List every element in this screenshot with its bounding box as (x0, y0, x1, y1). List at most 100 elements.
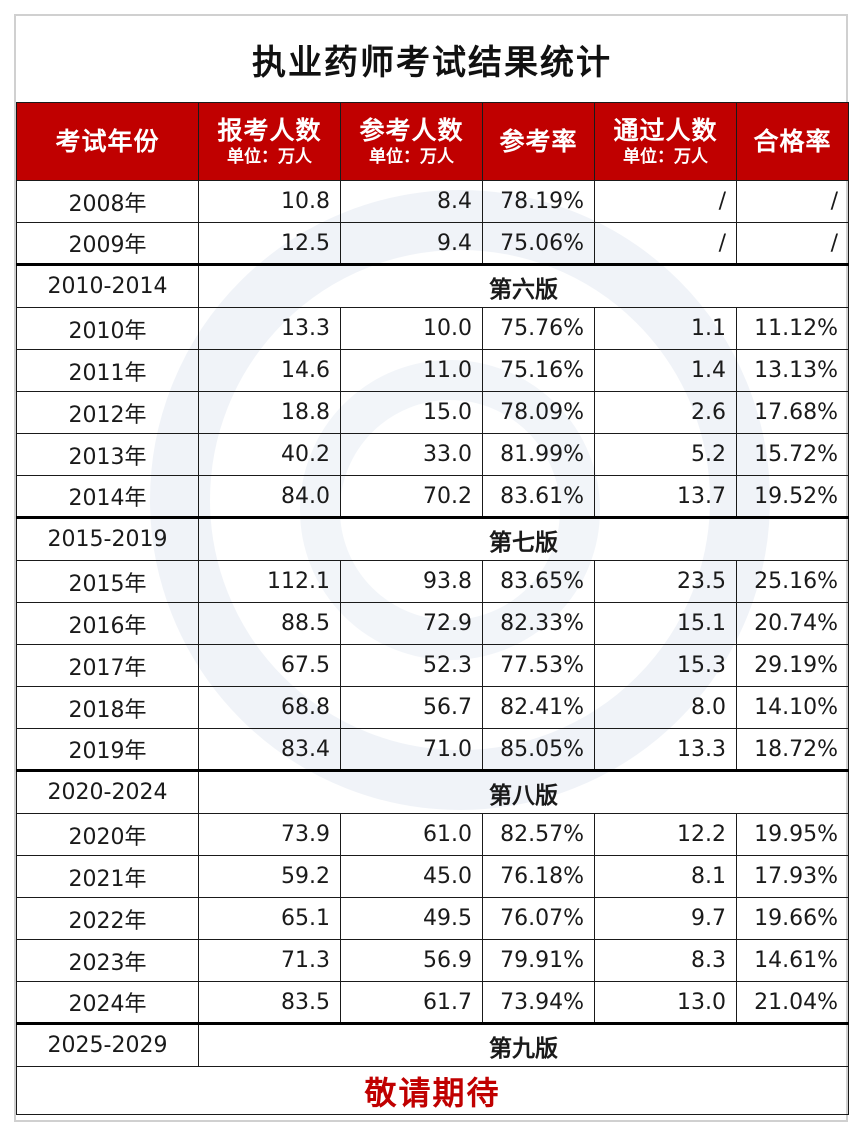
exam-results-table: 考试年份 报考人数 单位：万人 参考人数 单位：万人 参考率 通过人数 单位：万人 合格率 20… (16, 102, 849, 1115)
cell-registered: 12.5 (198, 222, 341, 265)
edition-row: 2025-2029 第九版 (16, 1022, 849, 1067)
cell-passed: 8.1 (594, 855, 737, 898)
cell-registered: 68.8 (198, 686, 341, 729)
table-row: 2021年 59.2 45.0 76.18% 8.1 17.93% (16, 855, 849, 898)
header-participation-rate: 参考率 (482, 102, 595, 181)
table-row: 2018年 68.8 56.7 82.41% 8.0 14.10% (16, 686, 849, 729)
cell-participation-rate: 77.53% (482, 644, 595, 687)
cell-pass-rate: 21.04% (736, 981, 849, 1024)
cell-passed: 5.2 (594, 433, 737, 476)
header-exam-year: 考试年份 (16, 102, 199, 181)
cell-passed: 15.3 (594, 644, 737, 687)
cell-pass-rate: 17.68% (736, 391, 849, 434)
header-passed-label: 通过人数 (613, 115, 718, 145)
cell-participated: 15.0 (340, 391, 483, 434)
table-row: 2012年 18.8 15.0 78.09% 2.6 17.68% (16, 391, 849, 434)
edition-name: 第八版 (198, 769, 849, 814)
cell-pass-rate: 14.61% (736, 939, 849, 982)
cell-participation-rate: 75.76% (482, 307, 595, 350)
edition-name: 第七版 (198, 516, 849, 561)
cell-participated: 71.0 (340, 728, 483, 771)
cell-passed: 12.2 (594, 813, 737, 856)
cell-registered: 14.6 (198, 349, 341, 392)
cell-participation-rate: 82.41% (482, 686, 595, 729)
cell-pass-rate: 11.12% (736, 307, 849, 350)
edition-name: 第九版 (198, 1022, 849, 1067)
cell-pass-rate: / (736, 222, 849, 265)
cell-passed: 13.3 (594, 728, 737, 771)
cell-registered: 73.9 (198, 813, 341, 856)
cell-year: 2010年 (16, 307, 199, 350)
page-title: 执业药师考试结果统计 (252, 42, 612, 83)
edition-row: 2010-2014 第六版 (16, 263, 849, 308)
cell-participated: 8.4 (340, 180, 483, 223)
cell-registered: 83.5 (198, 981, 341, 1024)
cell-participated: 61.7 (340, 981, 483, 1024)
cell-pass-rate: 25.16% (736, 560, 849, 603)
cell-year: 2016年 (16, 602, 199, 645)
cell-year: 2008年 (16, 180, 199, 223)
header-pass-rate-label: 合格率 (753, 126, 832, 156)
cell-passed: 15.1 (594, 602, 737, 645)
table-header: 考试年份 报考人数 单位：万人 参考人数 单位：万人 参考率 通过人数 单位：万人 合格率 (16, 102, 849, 181)
cell-participation-rate: 83.65% (482, 560, 595, 603)
table-row: 2009年 12.5 9.4 75.06% / / (16, 222, 849, 265)
edition-name: 第六版 (198, 263, 849, 308)
cell-participation-rate: 73.94% (482, 981, 595, 1024)
cell-participated: 33.0 (340, 433, 483, 476)
cell-participation-rate: 76.18% (482, 855, 595, 898)
cell-pass-rate: 18.72% (736, 728, 849, 771)
cell-registered: 65.1 (198, 897, 341, 940)
cell-year: 2022年 (16, 897, 199, 940)
cell-participated: 49.5 (340, 897, 483, 940)
table-row: 2017年 67.5 52.3 77.53% 15.3 29.19% (16, 644, 849, 687)
cell-participation-rate: 78.19% (482, 180, 595, 223)
cell-pass-rate: 15.72% (736, 433, 849, 476)
table-row: 2019年 83.4 71.0 85.05% 13.3 18.72% (16, 728, 849, 771)
cell-pass-rate: 13.13% (736, 349, 849, 392)
edition-row: 2015-2019 第七版 (16, 516, 849, 561)
table-row: 2014年 84.0 70.2 83.61% 13.7 19.52% (16, 475, 849, 518)
cell-year: 2011年 (16, 349, 199, 392)
cell-participation-rate: 76.07% (482, 897, 595, 940)
cell-participated: 70.2 (340, 475, 483, 518)
cell-participated: 56.7 (340, 686, 483, 729)
table-row: 2024年 83.5 61.7 73.94% 13.0 21.04% (16, 981, 849, 1024)
cell-pass-rate: / (736, 180, 849, 223)
cell-participation-rate: 82.33% (482, 602, 595, 645)
cell-participation-rate: 75.06% (482, 222, 595, 265)
cell-pass-rate: 14.10% (736, 686, 849, 729)
cell-registered: 13.3 (198, 307, 341, 350)
edition-year-range: 2015-2019 (16, 516, 199, 561)
table-row: 2013年 40.2 33.0 81.99% 5.2 15.72% (16, 433, 849, 476)
coming-soon-text: 敬请期待 (16, 1066, 849, 1115)
cell-year: 2021年 (16, 855, 199, 898)
header-exam-year-label: 考试年份 (55, 126, 160, 156)
cell-registered: 88.5 (198, 602, 341, 645)
cell-year: 2018年 (16, 686, 199, 729)
cell-registered: 10.8 (198, 180, 341, 223)
header-participation-rate-label: 参考率 (499, 126, 578, 156)
cell-registered: 71.3 (198, 939, 341, 982)
cell-passed: 13.7 (594, 475, 737, 518)
cell-participated: 61.0 (340, 813, 483, 856)
cell-registered: 83.4 (198, 728, 341, 771)
header-passed-unit: 单位：万人 (623, 146, 708, 167)
table-row: 2016年 88.5 72.9 82.33% 15.1 20.74% (16, 602, 849, 645)
header-registered-label: 报考人数 (217, 115, 322, 145)
cell-year: 2012年 (16, 391, 199, 434)
cell-pass-rate: 20.74% (736, 602, 849, 645)
table-body: 2008年 10.8 8.4 78.19% //2009年 12.5 9.4 75.06% / /… (16, 180, 849, 1115)
cell-participated: 10.0 (340, 307, 483, 350)
cell-pass-rate: 19.66% (736, 897, 849, 940)
cell-year: 2013年 (16, 433, 199, 476)
edition-row: 2020-2024 第八版 (16, 769, 849, 814)
cell-registered: 18.8 (198, 391, 341, 434)
header-participated-label: 参考人数 (359, 115, 464, 145)
cell-year: 2009年 (16, 222, 199, 265)
cell-year: 2020年 (16, 813, 199, 856)
cell-participated: 72.9 (340, 602, 483, 645)
table-row: 2010年 13.3 10.0 75.76% 1.1 11.12% (16, 307, 849, 350)
cell-year: 2015年 (16, 560, 199, 603)
cell-registered: 67.5 (198, 644, 341, 687)
